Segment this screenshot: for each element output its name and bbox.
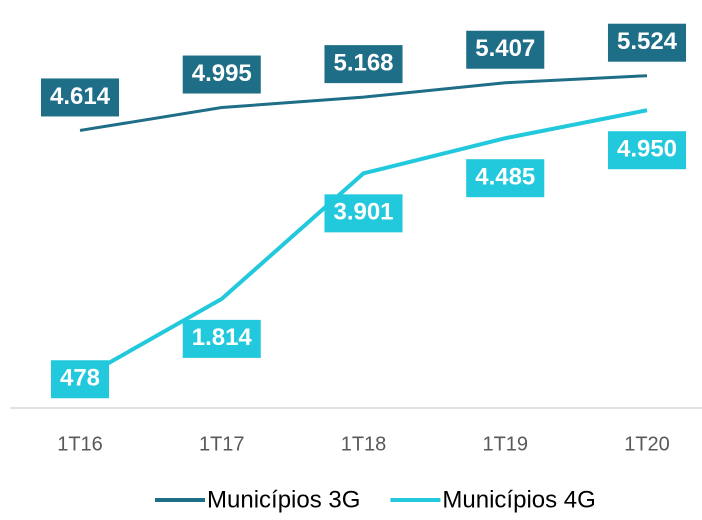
value-label-box (466, 159, 545, 198)
value-label: 5.168 (333, 49, 393, 76)
value-label: 478 (60, 365, 100, 392)
x-tick-label: 1T17 (199, 433, 245, 455)
value-label-box (40, 78, 120, 117)
value-label: 3.901 (333, 199, 393, 226)
value-label: 4.614 (50, 83, 111, 110)
series-line (79, 108, 648, 381)
value-label-box (607, 23, 687, 62)
value-label: 4.485 (475, 164, 535, 191)
value-label-box (466, 30, 545, 69)
x-tick-label: 1T20 (624, 433, 670, 455)
value-label: 4.995 (192, 60, 252, 87)
value-label: 5.407 (475, 35, 535, 62)
x-tick-label: 1T19 (482, 433, 528, 455)
series-line (79, 74, 648, 132)
x-tick-label: 1T18 (341, 433, 387, 455)
x-tick-label: 1T16 (57, 433, 103, 455)
value-label: 4.950 (617, 136, 677, 163)
value-label-box (324, 194, 403, 233)
value-label: 1.814 (192, 324, 253, 351)
value-label-box (324, 45, 403, 84)
value-label-box (182, 319, 261, 358)
value-label-box (182, 55, 261, 94)
legend-label: Municípios 3G (207, 486, 360, 513)
value-label: 5.524 (617, 28, 678, 55)
value-label-box (607, 131, 687, 170)
value-label-box (50, 360, 110, 399)
legend-label: Municípios 4G (442, 486, 595, 513)
